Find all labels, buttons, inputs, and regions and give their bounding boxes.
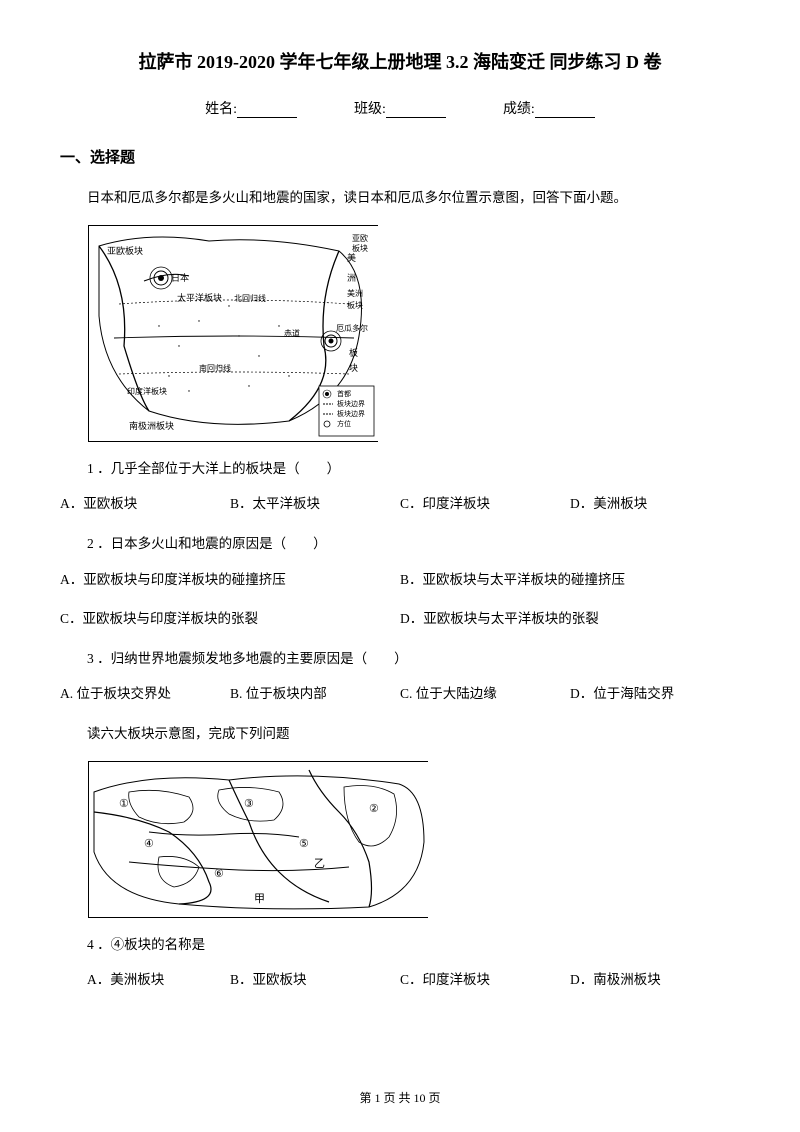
name-blank[interactable] xyxy=(237,104,297,118)
question-1: 1 ．几乎全部位于大洋上的板块是（ ） xyxy=(60,456,740,482)
q2-opt-d[interactable]: D．亚欧板块与太平洋板块的张裂 xyxy=(400,606,740,632)
svg-text:板块边界: 板块边界 xyxy=(337,409,365,418)
q3-opt-d[interactable]: D．位于海陆交界 xyxy=(570,681,740,707)
svg-text:乙: 乙 xyxy=(314,857,325,870)
svg-text:①: ① xyxy=(119,798,129,810)
svg-text:方位: 方位 xyxy=(337,419,351,428)
svg-text:印度洋板块: 印度洋板块 xyxy=(127,386,167,396)
q1-opt-d[interactable]: D．美洲板块 xyxy=(570,491,740,517)
question-4-options: A．美洲板块 B．亚欧板块 C．印度洋板块 D．南极洲板块 xyxy=(60,967,740,993)
page-title: 拉萨市 2019-2020 学年七年级上册地理 3.2 海陆变迁 同步练习 D … xyxy=(60,48,740,74)
q3-opt-a[interactable]: A. 位于板块交界处 xyxy=(60,681,230,707)
question-3: 3 ．归纳世界地震频发地多地震的主要原因是（ ） xyxy=(60,646,740,672)
svg-text:北回归线: 北回归线 xyxy=(234,293,266,303)
question-2: 2 ．日本多火山和地震的原因是（ ） xyxy=(60,531,740,557)
svg-text:洲: 洲 xyxy=(347,273,356,283)
svg-text:③: ③ xyxy=(244,798,254,810)
q2-opt-a[interactable]: A．亚欧板块与印度洋板块的碰撞挤压 xyxy=(60,567,400,593)
svg-text:南回归线: 南回归线 xyxy=(199,363,231,373)
q4-opt-c[interactable]: C．印度洋板块 xyxy=(400,967,570,993)
q4-opt-b[interactable]: B．亚欧板块 xyxy=(230,967,400,993)
svg-text:日本: 日本 xyxy=(171,272,189,283)
page-footer: 第 1 页 共 10 页 xyxy=(0,1089,800,1106)
svg-text:厄瓜多尔: 厄瓜多尔 xyxy=(336,323,368,333)
svg-text:亚欧板块: 亚欧板块 xyxy=(107,245,143,256)
score-blank[interactable] xyxy=(535,104,595,118)
svg-text:⑥: ⑥ xyxy=(214,868,224,880)
q1-opt-b[interactable]: B．太平洋板块 xyxy=(230,491,400,517)
svg-text:太平洋板块: 太平洋板块 xyxy=(177,292,222,303)
info-row: 姓名: 班级: 成绩: xyxy=(60,98,740,118)
q1-opt-c[interactable]: C．印度洋板块 xyxy=(400,491,570,517)
svg-text:②: ② xyxy=(369,803,379,815)
question-4: 4 ．④板块的名称是 xyxy=(60,932,740,958)
svg-text:赤道: 赤道 xyxy=(284,328,300,338)
svg-text:板块: 板块 xyxy=(347,300,363,310)
svg-text:板: 板 xyxy=(349,347,358,358)
svg-text:板块边界: 板块边界 xyxy=(337,399,365,408)
q1-opt-a[interactable]: A．亚欧板块 xyxy=(60,491,230,517)
question-2-options-row2: C．亚欧板块与印度洋板块的张裂 D．亚欧板块与太平洋板块的张裂 xyxy=(60,606,740,632)
name-label: 姓名: xyxy=(205,102,237,117)
q4-opt-d[interactable]: D．南极洲板块 xyxy=(570,967,740,993)
question-1-options: A．亚欧板块 B．太平洋板块 C．印度洋板块 D．美洲板块 xyxy=(60,491,740,517)
figure-2: ① ② ③ ④ ⑤ ⑥ 乙 甲 xyxy=(88,761,428,918)
svg-text:板块: 板块 xyxy=(352,243,368,253)
q3-opt-c[interactable]: C. 位于大陆边缘 xyxy=(400,681,570,707)
q2-opt-b[interactable]: B．亚欧板块与太平洋板块的碰撞挤压 xyxy=(400,567,740,593)
intro-2: 读六大板块示意图，完成下列问题 xyxy=(60,721,740,747)
svg-text:亚欧: 亚欧 xyxy=(352,233,368,243)
class-label: 班级: xyxy=(354,102,386,117)
class-blank[interactable] xyxy=(386,104,446,118)
svg-text:首都: 首都 xyxy=(337,389,351,398)
svg-text:块: 块 xyxy=(349,362,358,373)
svg-text:美洲: 美洲 xyxy=(347,288,363,298)
question-3-options: A. 位于板块交界处 B. 位于板块内部 C. 位于大陆边缘 D．位于海陆交界 xyxy=(60,681,740,707)
figure-1: 亚欧板块 日本 太平洋板块 北回归线 赤道 南回归线 印度洋板块 南极洲板块 美… xyxy=(88,225,378,442)
score-label: 成绩: xyxy=(503,102,535,117)
q3-opt-b[interactable]: B. 位于板块内部 xyxy=(230,681,400,707)
section-heading: 一、选择题 xyxy=(60,146,740,167)
svg-text:甲: 甲 xyxy=(254,893,265,905)
q2-opt-c[interactable]: C．亚欧板块与印度洋板块的张裂 xyxy=(60,606,400,632)
svg-text:④: ④ xyxy=(144,838,154,850)
q4-opt-a[interactable]: A．美洲板块 xyxy=(60,967,230,993)
svg-text:美: 美 xyxy=(347,252,356,263)
intro-1: 日本和厄瓜多尔都是多火山和地震的国家，读日本和厄瓜多尔位置示意图，回答下面小题。 xyxy=(60,185,740,211)
question-2-options-row1: A．亚欧板块与印度洋板块的碰撞挤压 B．亚欧板块与太平洋板块的碰撞挤压 xyxy=(60,567,740,593)
svg-text:⑤: ⑤ xyxy=(299,838,309,850)
svg-text:南极洲板块: 南极洲板块 xyxy=(129,420,174,431)
